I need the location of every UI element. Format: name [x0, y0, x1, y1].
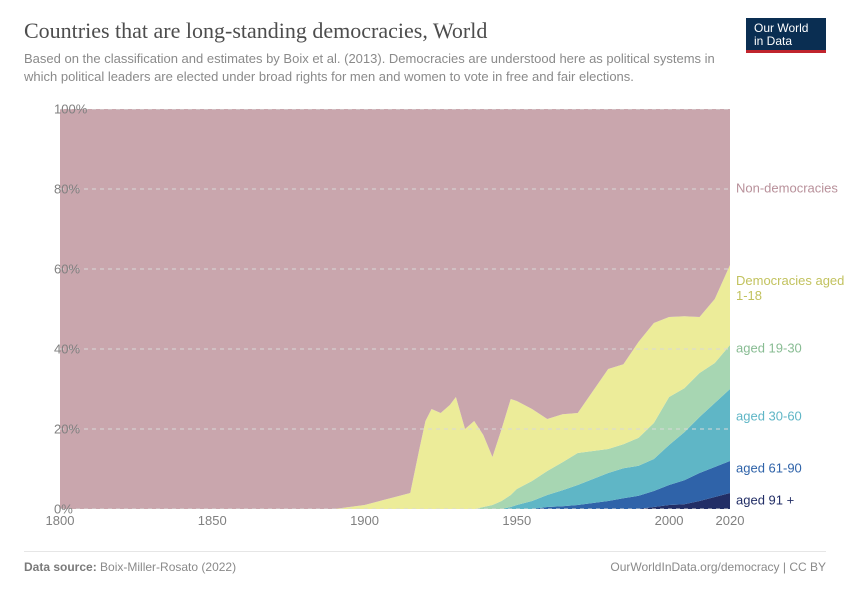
chart-title: Countries that are long-standing democra…: [24, 18, 826, 44]
x-axis-label: 1900: [350, 513, 379, 528]
credit-text: OurWorldInData.org/democracy | CC BY: [610, 560, 826, 574]
source-label: Data source:: [24, 560, 97, 574]
legend-aged_61_90: aged 61-90: [730, 462, 802, 477]
chart-subtitle: Based on the classification and estimate…: [24, 50, 744, 85]
legend-aged_91_plus: aged 91 +: [730, 494, 794, 509]
x-axis-label: 2020: [716, 513, 745, 528]
legend-aged_1_18: Democracies aged 1-18: [730, 274, 850, 304]
chart-area: 0%20%40%60%80%100%1800185019001950200020…: [24, 109, 826, 529]
logo-line2: in Data: [754, 35, 818, 48]
x-axis-label: 1950: [502, 513, 531, 528]
legend-non_democracies: Non-democracies: [730, 182, 838, 197]
x-axis-label: 2000: [655, 513, 684, 528]
source-value: Boix-Miller-Rosato (2022): [100, 560, 236, 574]
x-axis-label: 1800: [46, 513, 75, 528]
legend-aged_30_60: aged 30-60: [730, 410, 802, 425]
chart-footer: Data source: Boix-Miller-Rosato (2022) O…: [24, 551, 826, 574]
x-axis-label: 1850: [198, 513, 227, 528]
legend-aged_19_30: aged 19-30: [730, 342, 802, 357]
logo-line1: Our World: [754, 22, 818, 35]
owid-logo: Our World in Data: [746, 18, 826, 53]
